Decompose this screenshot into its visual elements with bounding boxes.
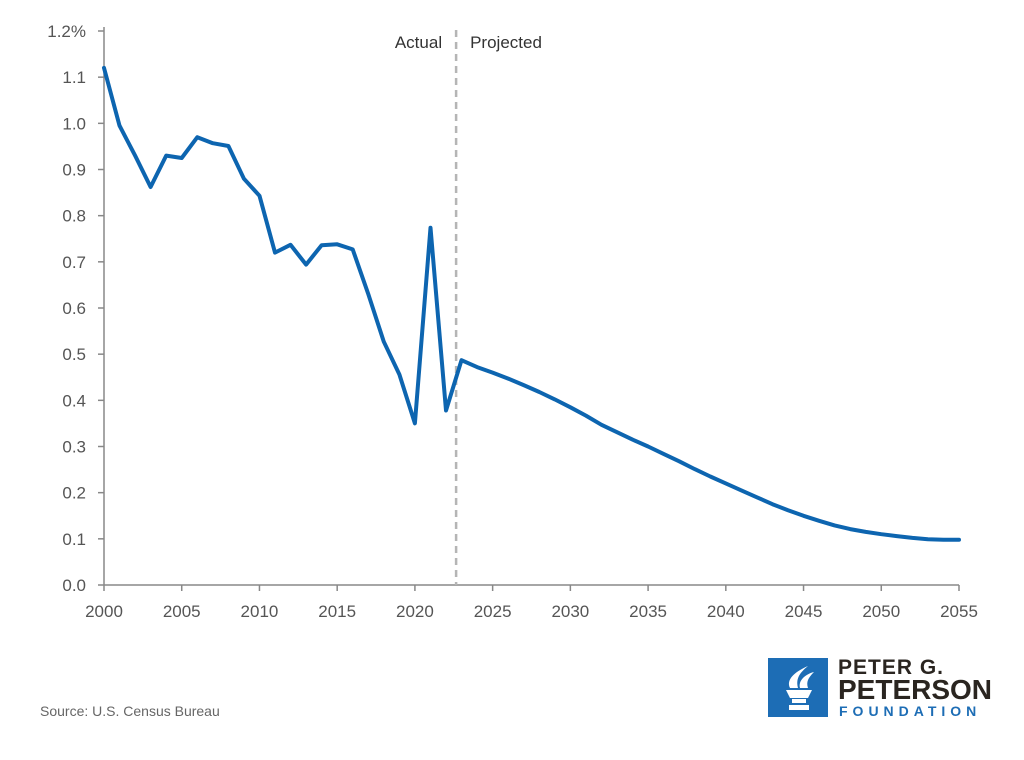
y-tick-label: 0.0 [62, 576, 86, 595]
y-tick-label: 0.8 [62, 207, 86, 226]
y-tick-label: 1.2% [47, 22, 86, 41]
x-tick-label: 2025 [474, 602, 512, 621]
logo-line1: PETER G. [838, 656, 945, 679]
x-tick-label: 2040 [707, 602, 745, 621]
series-line [102, 65, 961, 542]
actual-label: Actual [395, 33, 442, 52]
y-tick-label: 0.9 [62, 161, 86, 180]
y-tick-label: 0.1 [62, 530, 86, 549]
x-tick-label: 2055 [940, 602, 978, 621]
x-tick-label: 2045 [785, 602, 823, 621]
x-tick-label: 2030 [551, 602, 589, 621]
y-tick-label: 0.3 [62, 438, 86, 457]
x-tick-label: 2020 [396, 602, 434, 621]
x-tick-label: 2005 [163, 602, 201, 621]
y-tick-label: 1.1 [62, 68, 86, 87]
y-tick-label: 0.4 [62, 391, 86, 410]
x-axis: 2000 2005 2010 2015 2020 2025 2030 2035 2040 2045… [85, 584, 978, 621]
x-tick-label: 2015 [318, 602, 356, 621]
source-note: Source: U.S. Census Bureau [40, 703, 220, 719]
y-tick-label: 0.5 [62, 345, 86, 364]
peterson-foundation-logo: PETER G. PETERSON FOUNDATION [768, 656, 992, 719]
x-tick-label: 2000 [85, 602, 123, 621]
series-group [102, 65, 961, 542]
x-tick-label: 2050 [862, 602, 900, 621]
logo-line3: FOUNDATION [839, 703, 982, 719]
logo-line2: PETERSON [838, 674, 993, 705]
x-tick-label: 2035 [629, 602, 667, 621]
x-tick-label: 2010 [241, 602, 279, 621]
y-tick-label: 1.0 [62, 114, 86, 133]
y-tick-label: 0.7 [62, 253, 86, 272]
projected-label: Projected [470, 33, 542, 52]
y-tick-label: 0.6 [62, 299, 86, 318]
y-tick-label: 0.2 [62, 484, 86, 503]
torch-icon [768, 658, 828, 717]
y-axis: 0.0 0.1 0.2 0.3 0.4 0.5 0.6 0.7 0.8 0.9 1.0 1.1 1.2% [47, 22, 105, 595]
